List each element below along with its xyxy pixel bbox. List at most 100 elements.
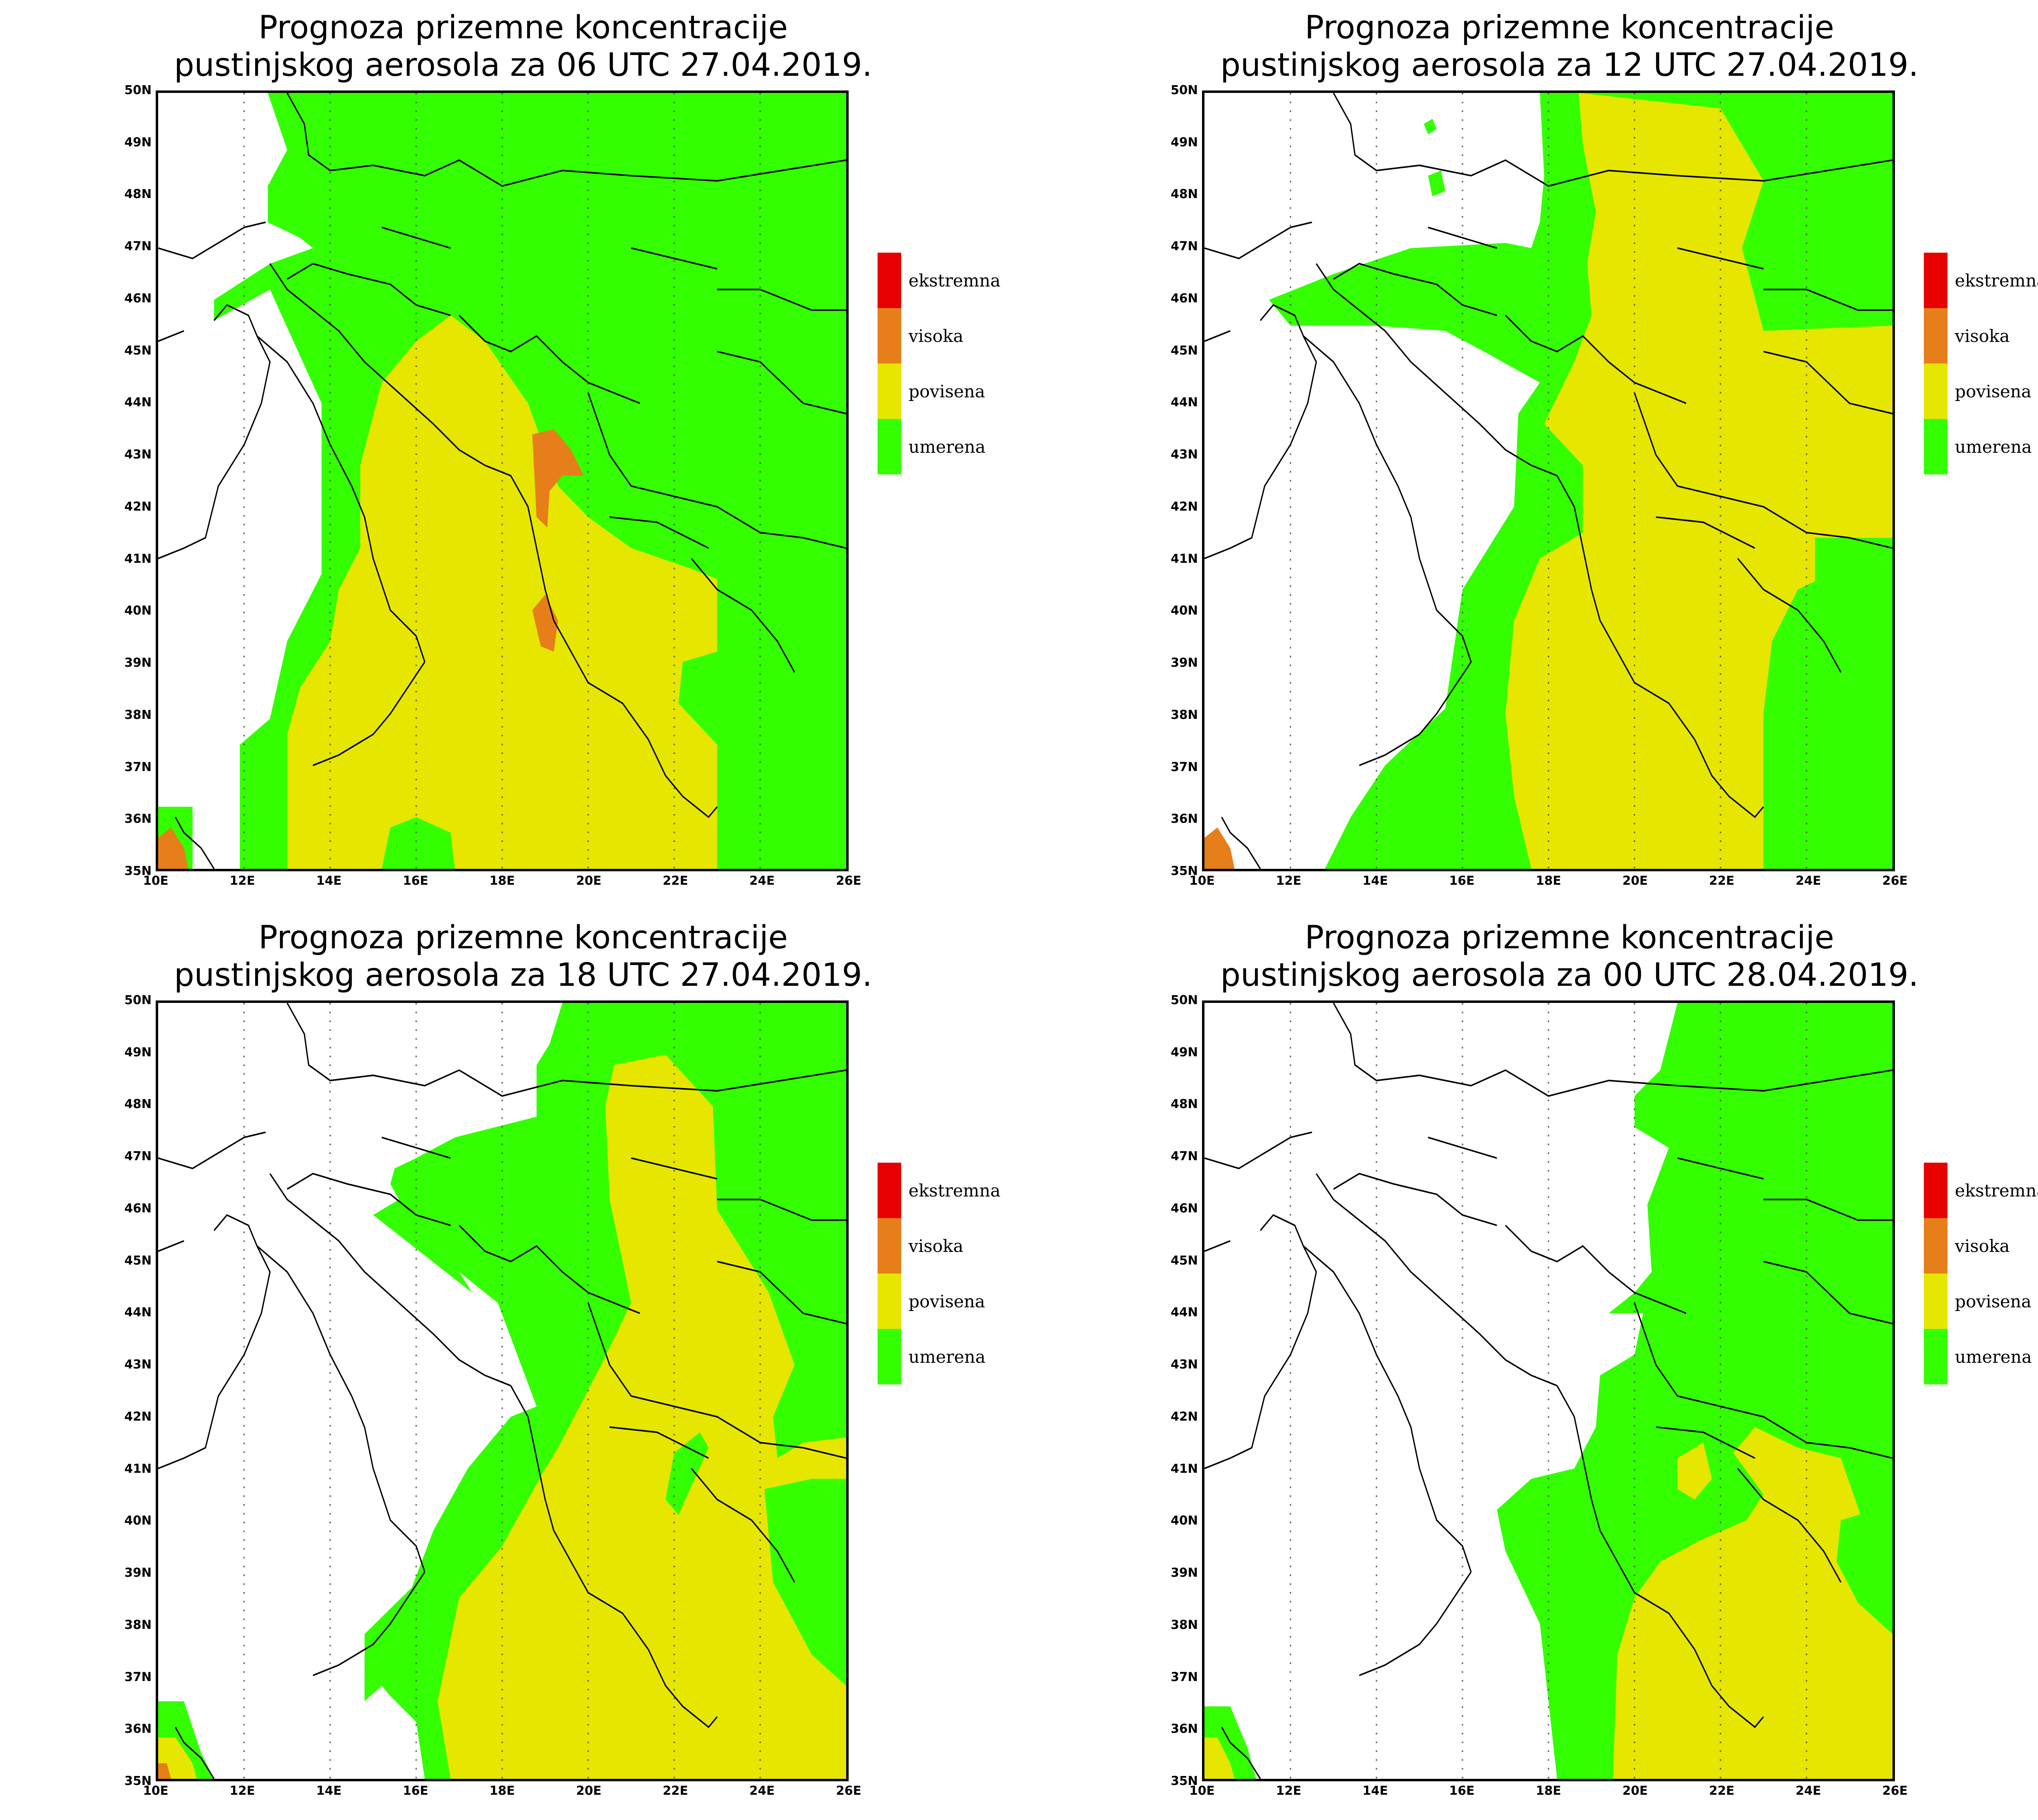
coastline-border	[158, 221, 266, 260]
coastline-border	[587, 392, 846, 549]
coastline-border	[1694, 739, 1764, 818]
legend-swatch	[878, 253, 901, 308]
longitude-tick-label: 20E	[1622, 874, 1648, 888]
longitude-tick-label: 14E	[316, 874, 342, 888]
latitude-tick-label: 45N	[1171, 1253, 1198, 1268]
latitude-tick-label: 46N	[1171, 1201, 1198, 1216]
legend-label: visoka	[909, 326, 964, 346]
umerena-patch	[1815, 538, 1892, 745]
longitude-tick-label: 22E	[662, 1784, 688, 1798]
latitude-tick-label: 38N	[1171, 1617, 1198, 1632]
coastline-border	[609, 516, 709, 549]
povisena-region	[1613, 1427, 1892, 1779]
coastline-border	[1303, 1245, 1472, 1572]
coastline-border	[1204, 1214, 1317, 1470]
latitude-tick-label: 48N	[1171, 1097, 1198, 1112]
coastline-border	[459, 1225, 640, 1314]
coastline-border	[1204, 1131, 1312, 1170]
longitude-tick-label: 10E	[1189, 1784, 1215, 1798]
longitude-tick-label: 20E	[576, 1784, 602, 1798]
panel-title-line1: Prognoza prizemne koncentracije	[1305, 919, 1834, 956]
latitude-tick-label: 45N	[1171, 343, 1198, 358]
coastline-border	[174, 817, 215, 869]
latitude-tick-label: 42N	[124, 499, 152, 514]
panel-title-line2: pustinjskog aerosola za 00 UTC 28.04.201…	[1220, 957, 1919, 994]
latitude-tick-label: 44N	[124, 395, 152, 410]
coastline-border	[1221, 817, 1261, 869]
panel-title-line2: pustinjskog aerosola za 12 UTC 27.04.201…	[1220, 47, 1919, 84]
latitude-tick-label: 47N	[1171, 239, 1198, 254]
coastline-border	[510, 475, 649, 740]
legend-swatch	[1924, 1218, 1948, 1274]
latitude-tick-label: 50N	[124, 993, 152, 1007]
longitude-tick-label: 20E	[1622, 1784, 1648, 1798]
povisena-region	[1505, 93, 1892, 869]
longitude-tick-label: 16E	[403, 874, 428, 888]
forecast-panel-12utc: Prognoza prizemne koncentracije pustinjs…	[1046, 0, 2038, 910]
longitude-tick-label: 12E	[1276, 1784, 1301, 1798]
latitude-tick-label: 37N	[124, 760, 152, 774]
forecast-panel-00utc: Prognoza prizemne koncentracije pustinjs…	[1046, 910, 2038, 1820]
coastline-border	[313, 1571, 426, 1676]
panel-title-line2: pustinjskog aerosola za 06 UTC 27.04.201…	[174, 47, 872, 84]
longitude-tick-label: 18E	[1535, 874, 1562, 888]
coastline-border	[1656, 1426, 1756, 1459]
povisena-region	[287, 315, 717, 869]
legend-label: ekstremna	[909, 271, 1001, 291]
legend-swatch	[878, 1329, 901, 1384]
longitude-tick-label: 22E	[1709, 1784, 1735, 1798]
latitude-tick-label: 47N	[1171, 1149, 1198, 1164]
povisena-region	[437, 1054, 846, 1779]
coastline-border	[1359, 1571, 1472, 1676]
latitude-tick-label: 46N	[124, 1201, 152, 1216]
legend-item-povisena: povisena	[1924, 1274, 2038, 1329]
legend-swatch	[1924, 364, 1948, 419]
latitude-tick-label: 36N	[1171, 1722, 1198, 1736]
longitude-tick-label: 18E	[1535, 1784, 1562, 1798]
longitude-tick-label: 26E	[836, 874, 862, 888]
coastline-border	[1763, 1199, 1892, 1221]
latitude-tick-label: 44N	[124, 1305, 152, 1320]
coastline-border	[1763, 1260, 1892, 1324]
latitude-tick-label: 39N	[124, 656, 152, 670]
legend: ekstremna visoka povisena umerena	[878, 253, 1041, 481]
coastline-border	[1333, 262, 1497, 316]
latitude-tick-label: 42N	[1171, 499, 1198, 514]
coastline-border	[158, 330, 184, 342]
legend-label: povisena	[1955, 1291, 2031, 1311]
coastline-border	[648, 1649, 718, 1728]
legend-item-ekstremna: ekstremna	[1924, 1163, 2038, 1218]
latitude-tick-label: 43N	[124, 447, 152, 462]
coastline-border	[1737, 558, 1842, 673]
panel-title-line2: pustinjskog aerosola za 18 UTC 27.04.201…	[174, 957, 872, 994]
coastline-border	[1763, 289, 1892, 311]
visoka-patch	[158, 1763, 171, 1779]
latitude-tick-label: 46N	[1171, 291, 1198, 306]
latitude-tick-label: 37N	[124, 1670, 152, 1684]
latitude-tick-label: 36N	[124, 812, 152, 826]
legend-swatch	[878, 419, 901, 474]
legend-item-umerena: umerena	[878, 419, 1041, 474]
coastline-border	[691, 558, 795, 673]
latitude-tick-label: 38N	[1171, 707, 1198, 722]
legend-swatch	[878, 364, 901, 419]
legend-label: visoka	[909, 1236, 964, 1256]
latitude-tick-label: 43N	[1171, 1357, 1198, 1372]
latitude-tick-label: 45N	[124, 1253, 152, 1268]
legend: ekstremna visoka povisena umerena	[1924, 253, 2038, 481]
latitude-tick-label: 48N	[124, 187, 152, 202]
legend-swatch	[878, 1218, 901, 1274]
coastline-border	[287, 262, 451, 316]
coastline-border	[1428, 227, 1497, 249]
umerena-patch	[764, 1478, 846, 1686]
legend-label: povisena	[909, 381, 985, 401]
coastline-border	[313, 661, 426, 766]
legend-item-visoka: visoka	[1924, 308, 2038, 364]
latitude-tick-label: 35N	[124, 864, 152, 878]
coastline-border	[256, 335, 426, 662]
legend-item-ekstremna: ekstremna	[878, 253, 1041, 308]
visoka-patch	[532, 429, 584, 528]
latitude-tick-label: 42N	[124, 1409, 152, 1424]
longitude-tick-label: 24E	[749, 1784, 775, 1798]
coastline-border	[269, 263, 511, 477]
